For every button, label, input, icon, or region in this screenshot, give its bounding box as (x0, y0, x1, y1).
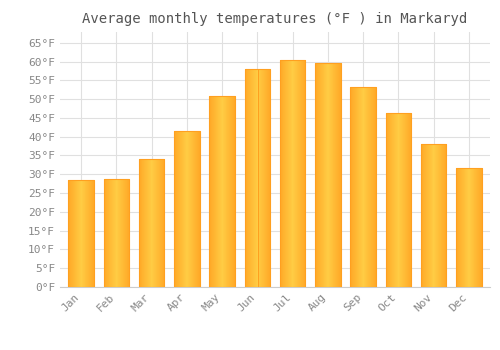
Bar (210, 96, 235, 287)
Bar (350, 87, 376, 287)
Bar (68, 180, 94, 287)
Bar (280, 61, 305, 287)
Bar (104, 179, 129, 287)
Bar (174, 131, 200, 287)
Bar (315, 63, 340, 287)
Bar (280, 61, 305, 287)
Bar (315, 63, 340, 287)
Title: Average monthly temperatures (°F ) in Markaryd: Average monthly temperatures (°F ) in Ma… (82, 12, 468, 26)
Bar (139, 159, 164, 287)
Bar (244, 69, 270, 287)
Bar (456, 168, 481, 287)
Bar (386, 113, 411, 287)
Bar (210, 96, 235, 287)
Bar (104, 179, 129, 287)
Bar (174, 131, 200, 287)
Bar (386, 113, 411, 287)
Bar (421, 144, 446, 287)
Bar (244, 69, 270, 287)
Bar (456, 168, 481, 287)
Bar (68, 180, 94, 287)
Bar (350, 87, 376, 287)
Bar (139, 159, 164, 287)
Bar (421, 144, 446, 287)
